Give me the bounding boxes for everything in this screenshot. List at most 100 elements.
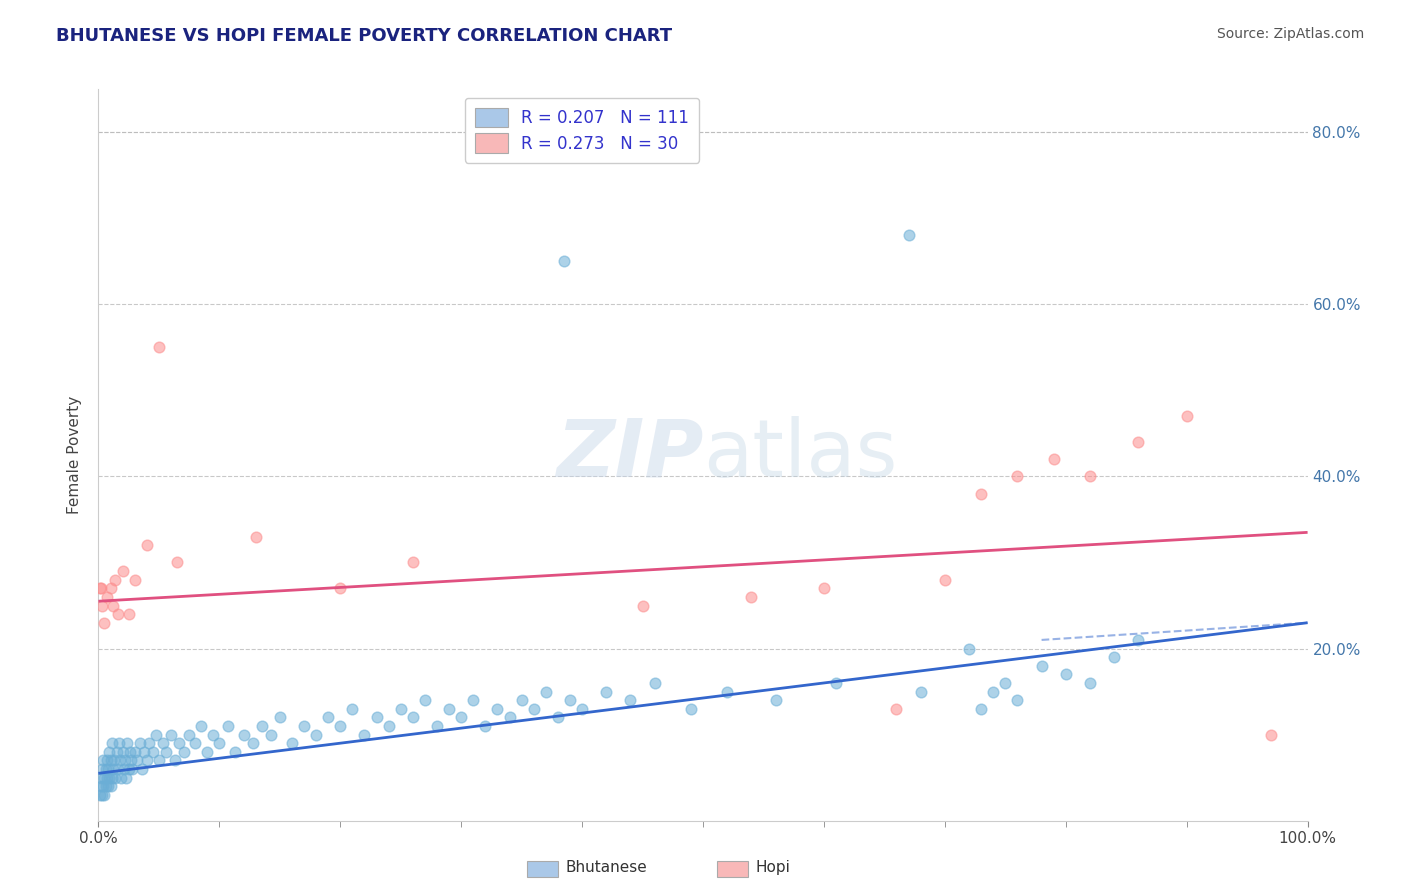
Point bbox=[93, 788, 115, 802]
Point bbox=[970, 486, 993, 500]
Point bbox=[644, 676, 666, 690]
Point bbox=[498, 710, 520, 724]
Point bbox=[281, 736, 304, 750]
Point bbox=[1078, 469, 1101, 483]
Point bbox=[897, 228, 920, 243]
Point bbox=[631, 599, 654, 613]
Point bbox=[260, 728, 283, 742]
Point bbox=[108, 753, 131, 767]
Point bbox=[107, 607, 129, 621]
Point bbox=[118, 607, 141, 621]
Y-axis label: Female Poverty: Female Poverty bbox=[67, 396, 83, 514]
Point bbox=[118, 745, 141, 759]
Point bbox=[111, 564, 134, 578]
Point bbox=[104, 573, 127, 587]
Point bbox=[1175, 409, 1198, 424]
Text: ZIP: ZIP bbox=[555, 416, 703, 494]
Point bbox=[329, 582, 352, 596]
Point bbox=[135, 538, 157, 552]
Point bbox=[486, 702, 509, 716]
Point bbox=[184, 736, 207, 750]
Point bbox=[232, 728, 254, 742]
Point bbox=[1054, 667, 1077, 681]
Point bbox=[138, 736, 160, 750]
Point bbox=[91, 762, 114, 776]
Point bbox=[217, 719, 239, 733]
Point bbox=[1031, 658, 1053, 673]
Point bbox=[100, 582, 122, 596]
Point bbox=[124, 745, 146, 759]
Point bbox=[305, 728, 328, 742]
Point bbox=[765, 693, 787, 707]
Point bbox=[124, 573, 146, 587]
Point bbox=[366, 710, 388, 724]
Point bbox=[101, 762, 124, 776]
Point bbox=[474, 719, 496, 733]
Point bbox=[110, 771, 132, 785]
Point bbox=[97, 762, 120, 776]
Point bbox=[163, 753, 186, 767]
Point bbox=[91, 599, 114, 613]
Point bbox=[242, 736, 264, 750]
Point bbox=[329, 719, 352, 733]
Point bbox=[100, 736, 122, 750]
Point bbox=[120, 753, 142, 767]
Point bbox=[886, 702, 908, 716]
Point bbox=[1007, 469, 1029, 483]
Point bbox=[1128, 435, 1150, 450]
Point bbox=[547, 710, 569, 724]
Point bbox=[377, 719, 399, 733]
Point bbox=[91, 788, 114, 802]
Point bbox=[93, 615, 115, 630]
Point bbox=[145, 728, 167, 742]
Point bbox=[96, 771, 118, 785]
Point bbox=[89, 582, 111, 596]
Point bbox=[679, 702, 702, 716]
Point bbox=[402, 556, 425, 570]
Point bbox=[90, 582, 112, 596]
Point bbox=[523, 702, 546, 716]
Point bbox=[353, 728, 375, 742]
Point bbox=[250, 719, 273, 733]
Point bbox=[166, 556, 188, 570]
Point bbox=[402, 710, 425, 724]
Point bbox=[1128, 632, 1150, 647]
Point bbox=[463, 693, 485, 707]
Point bbox=[93, 771, 115, 785]
Point bbox=[934, 573, 956, 587]
Point bbox=[957, 641, 980, 656]
Point bbox=[111, 745, 134, 759]
Point bbox=[558, 693, 581, 707]
Point bbox=[994, 676, 1017, 690]
Point bbox=[114, 753, 136, 767]
Point bbox=[813, 582, 835, 596]
Point bbox=[342, 702, 364, 716]
Point bbox=[426, 719, 449, 733]
Point bbox=[450, 710, 472, 724]
Point bbox=[134, 745, 156, 759]
Point bbox=[179, 728, 201, 742]
Point bbox=[97, 779, 120, 793]
Text: Source: ZipAtlas.com: Source: ZipAtlas.com bbox=[1216, 27, 1364, 41]
Point bbox=[96, 590, 118, 604]
Point bbox=[169, 736, 191, 750]
Point bbox=[619, 693, 641, 707]
Point bbox=[160, 728, 183, 742]
Point bbox=[107, 762, 129, 776]
Point bbox=[152, 736, 174, 750]
Point bbox=[910, 684, 932, 698]
Point bbox=[112, 762, 135, 776]
Point bbox=[98, 771, 121, 785]
Point bbox=[148, 340, 170, 354]
Point bbox=[195, 745, 218, 759]
Point bbox=[91, 779, 114, 793]
Point bbox=[970, 702, 993, 716]
Point bbox=[89, 788, 111, 802]
Point bbox=[269, 710, 291, 724]
Point bbox=[208, 736, 231, 750]
Point bbox=[100, 771, 122, 785]
Point bbox=[825, 676, 848, 690]
Point bbox=[127, 753, 149, 767]
Point bbox=[981, 684, 1004, 698]
Point bbox=[105, 745, 128, 759]
